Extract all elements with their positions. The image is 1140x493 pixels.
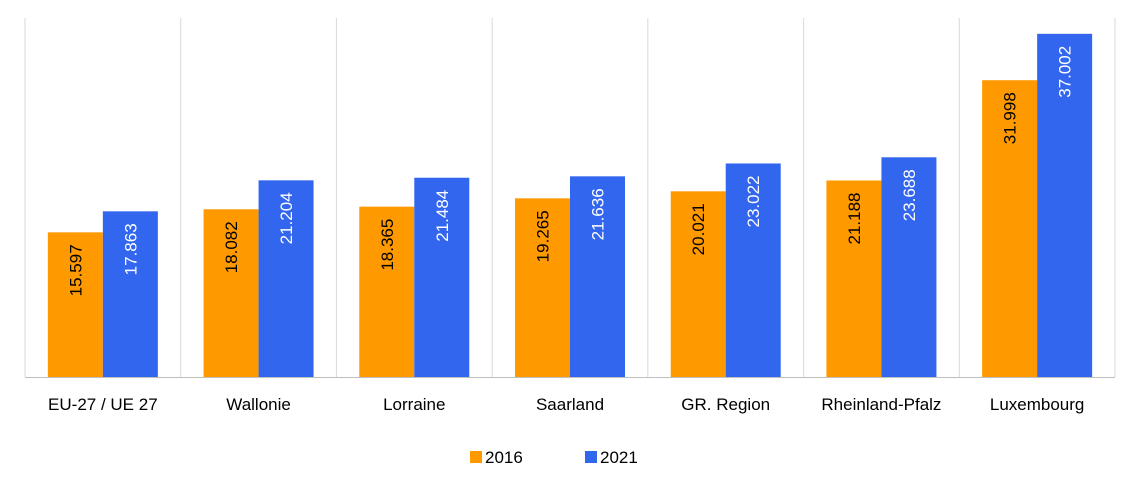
- x-tick-label: Lorraine: [383, 395, 445, 414]
- data-label: 19.265: [534, 210, 553, 262]
- bar-2021: [725, 163, 781, 377]
- data-label: 23.688: [900, 169, 919, 221]
- bar-2016: [359, 206, 415, 377]
- gridlines: [24, 18, 1116, 377]
- legend-label: 2021: [600, 448, 638, 467]
- bar-2021: [258, 180, 314, 377]
- x-tick-label: Rheinland-Pfalz: [821, 395, 941, 414]
- bar-2016: [515, 198, 570, 377]
- data-labels: 15.597 17.863 18.082 21.204 18.365 21.484 19.2…: [66, 46, 1074, 297]
- data-label: 21.484: [433, 190, 452, 242]
- legend: 2016 2021: [470, 448, 638, 467]
- bar-2021: [102, 211, 158, 377]
- data-label: 20.021: [689, 203, 708, 255]
- bar-2016: [670, 191, 726, 377]
- legend-swatch-2021: [585, 451, 597, 463]
- data-label: 15.597: [66, 244, 85, 296]
- bars: [47, 33, 1093, 377]
- x-tick-labels: EU-27 / UE 27 Wallonie Lorraine Saarland GR.…: [48, 395, 1084, 414]
- data-label: 31.998: [1001, 92, 1020, 144]
- x-tick-label: Luxembourg: [990, 395, 1085, 414]
- bar-2016: [982, 80, 1038, 377]
- data-label: 18.082: [222, 221, 241, 273]
- x-tick-label: Wallonie: [226, 395, 291, 414]
- data-label: 18.365: [378, 219, 397, 271]
- bar-2021: [414, 177, 470, 377]
- data-label: 17.863: [121, 223, 140, 275]
- legend-label: 2016: [485, 448, 523, 467]
- bar-2016: [47, 232, 103, 377]
- data-label: 21.188: [845, 192, 864, 244]
- x-tick-label: Saarland: [536, 395, 604, 414]
- bar-2021: [881, 157, 937, 377]
- x-tick-label: EU-27 / UE 27: [48, 395, 158, 414]
- bar-2021: [1037, 33, 1093, 377]
- data-label: 21.636: [589, 188, 608, 240]
- data-label: 23.022: [744, 175, 763, 227]
- x-tick-label: GR. Region: [681, 395, 770, 414]
- bar-2016: [203, 209, 259, 377]
- data-label: 37.002: [1056, 46, 1075, 98]
- data-label: 21.204: [277, 192, 296, 244]
- legend-swatch-2016: [470, 451, 482, 463]
- bar-2016: [826, 180, 882, 377]
- bar-2021: [570, 176, 625, 377]
